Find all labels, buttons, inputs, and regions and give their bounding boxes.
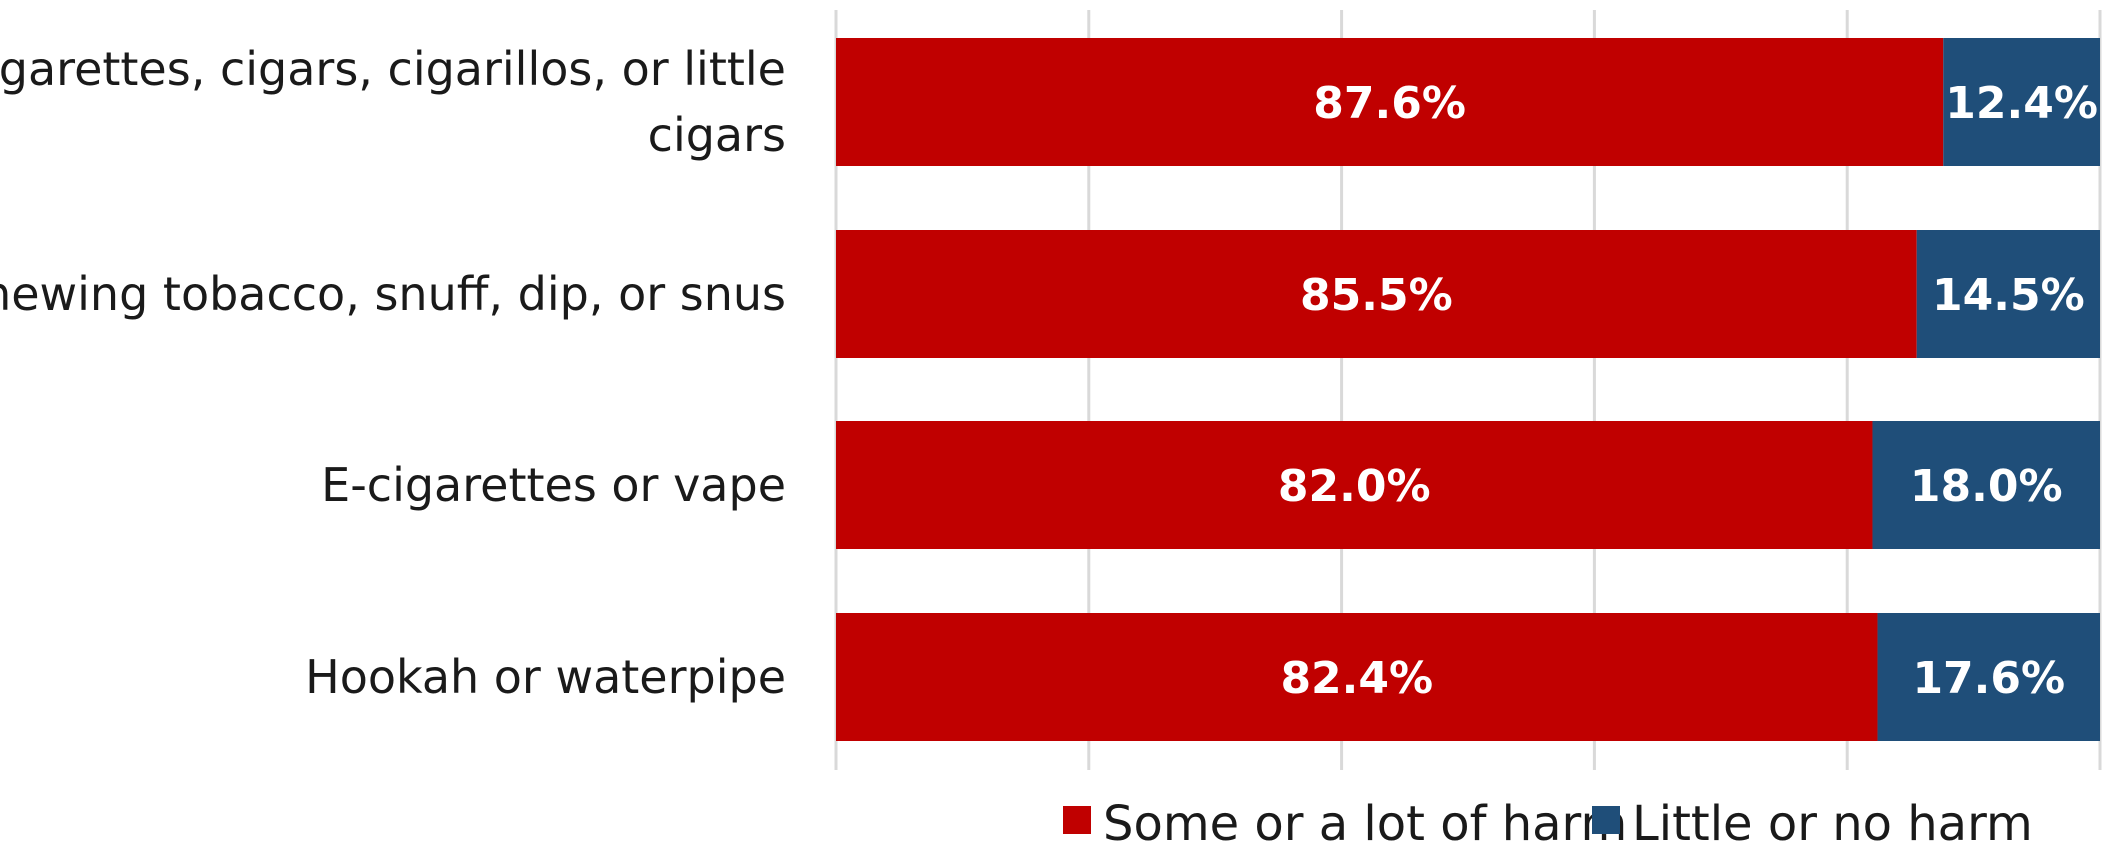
data-label: 14.5%: [1932, 270, 2085, 321]
legend: Some or a lot of harm Little or no harm: [1063, 796, 2033, 852]
category-label: Hookah or waterpipe: [305, 650, 786, 704]
category-labels: Cigarettes, cigars, cigarillos, or littl…: [0, 42, 786, 704]
data-labels: 87.6% 12.4% 85.5% 14.5% 82.0% 18.0% 82.4% 17.6%: [1278, 78, 2098, 704]
legend-label: Some or a lot of harm: [1103, 796, 1627, 852]
data-label: 82.0%: [1278, 461, 1431, 512]
category-label: E-cigarettes or vape: [321, 458, 786, 512]
bar-little-or-no-harm: [1943, 38, 2100, 166]
data-label: 17.6%: [1912, 653, 2065, 704]
bar-some-or-a-lot-of-harm: [836, 421, 1873, 549]
category-label: Chewing tobacco, snuff, dip, or snus: [0, 267, 786, 321]
category-label: Cigarettes, cigars, cigarillos, or littl…: [0, 42, 786, 162]
data-label: 82.4%: [1280, 653, 1433, 704]
bar-little-or-no-harm: [1877, 613, 2100, 741]
data-label: 85.5%: [1300, 270, 1453, 321]
bars: [836, 38, 2100, 741]
data-label: 12.4%: [1945, 78, 2098, 129]
bar-some-or-a-lot-of-harm: [836, 613, 1878, 741]
data-label: 87.6%: [1313, 78, 1466, 129]
legend-label: Little or no harm: [1632, 796, 2033, 852]
bar-little-or-no-harm: [1872, 421, 2100, 549]
legend-swatch: [1592, 806, 1620, 834]
bar-some-or-a-lot-of-harm: [836, 38, 1944, 166]
legend-swatch: [1063, 806, 1091, 834]
bar-little-or-no-harm: [1916, 230, 2100, 358]
bar-some-or-a-lot-of-harm: [836, 230, 1917, 358]
data-label: 18.0%: [1910, 461, 2063, 512]
